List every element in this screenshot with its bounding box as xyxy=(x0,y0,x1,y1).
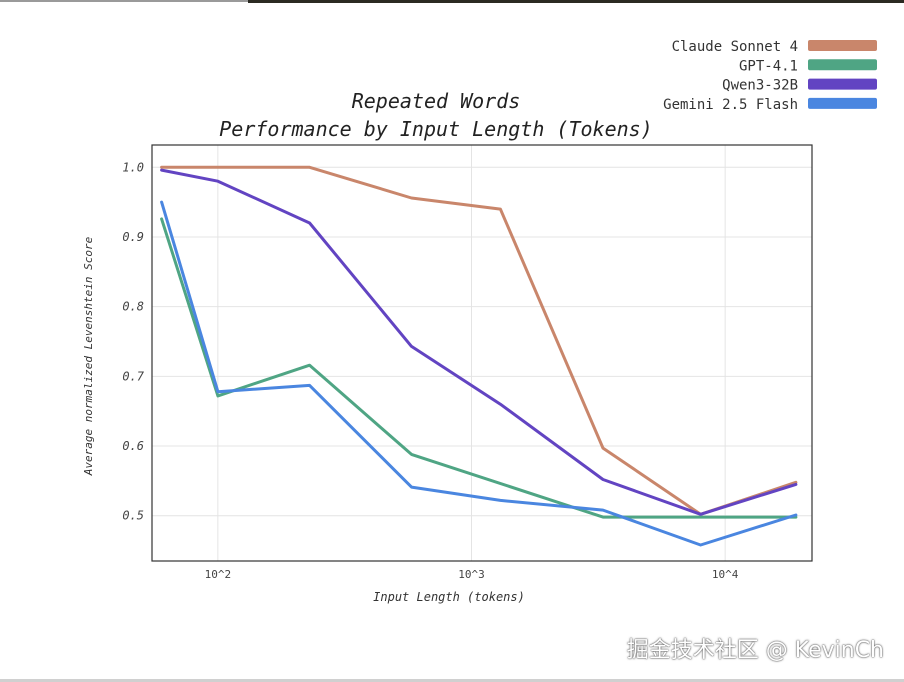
x-tick-labels: 10^2 10^3 10^4 xyxy=(205,568,739,581)
legend-label-qwen3-32b: Qwen3-32B xyxy=(722,78,798,94)
series-line-claude-sonnet-4 xyxy=(160,165,798,516)
grid-lines xyxy=(152,145,812,561)
y-tick-label: 0.8 xyxy=(122,300,144,314)
y-tick-label: 0.5 xyxy=(122,509,144,523)
series-line-gpt-4-1 xyxy=(160,217,798,519)
series-line-gemini-2-5-flash xyxy=(160,200,798,547)
y-tick-label: 1.0 xyxy=(122,160,144,174)
y-tick-label: 0.9 xyxy=(122,230,144,244)
chart-title-line-2: Performance by Input Length (Tokens) xyxy=(219,117,652,141)
top-border-left xyxy=(0,0,248,2)
y-tick-label: 0.6 xyxy=(122,439,144,453)
series-line-qwen3-32b xyxy=(160,168,798,516)
y-tick-label: 0.7 xyxy=(122,369,144,383)
top-border-right xyxy=(248,0,904,3)
watermark: 掘金技术社区 @ KevinCh xyxy=(626,638,884,663)
legend-label-claude-sonnet-4: Claude Sonnet 4 xyxy=(672,39,798,55)
legend-swatch-gemini-2-5-flash xyxy=(808,97,877,109)
bottom-border xyxy=(0,679,904,682)
x-tick-label: 10^4 xyxy=(712,568,739,581)
legend-swatch-gpt-4-1 xyxy=(808,59,877,71)
legend-label-gemini-2-5-flash: Gemini 2.5 Flash xyxy=(663,97,798,113)
plot-frame xyxy=(151,144,813,562)
legend-label-gpt-4-1: GPT-4.1 xyxy=(739,58,798,74)
x-tick-label: 10^3 xyxy=(458,568,485,581)
series-lines xyxy=(160,165,798,547)
chart-title-line-1: Repeated Words xyxy=(352,89,521,113)
x-tick-label: 10^2 xyxy=(205,568,232,581)
y-axis-label: Average normalized Levenshtein Score xyxy=(82,236,95,476)
x-axis-label: Input Length (tokens) xyxy=(373,590,525,604)
y-tick-labels: 0.5 0.6 0.7 0.8 0.9 1.0 xyxy=(122,160,144,522)
legend-swatch-qwen3-32b xyxy=(808,78,877,90)
legend-swatch-claude-sonnet-4 xyxy=(808,40,877,51)
legend: Claude Sonnet 4 GPT-4.1 Qwen3-32B Gemini 2.… xyxy=(663,39,877,113)
